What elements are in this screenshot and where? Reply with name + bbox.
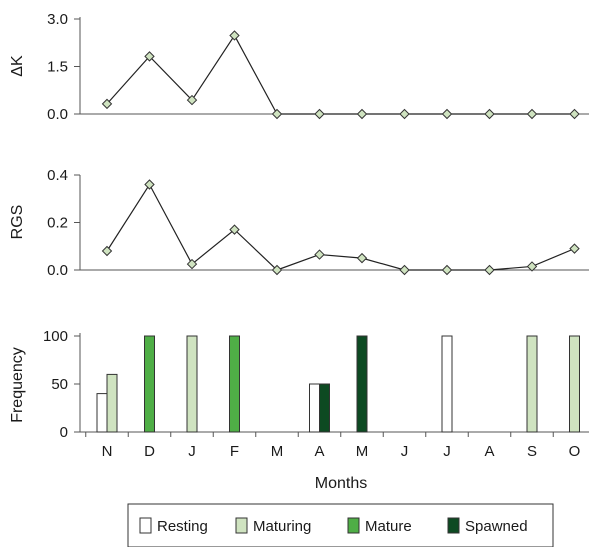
- delta-k-data-point: [441, 108, 453, 120]
- rgs-y-tick-label: 0.0: [47, 262, 68, 279]
- frequency-panel: Frequency 0 50 100 N D J F M A M J J A S O Months: [9, 328, 589, 492]
- legend-label-mature: Mature: [365, 518, 412, 535]
- delta-k-data-point: [101, 98, 113, 110]
- frequency-y-tick-label: 50: [51, 376, 68, 393]
- bar-spawned: [319, 383, 330, 433]
- delta-k-data-point: [569, 108, 580, 120]
- month-tick-label: J: [188, 443, 196, 460]
- bar-resting: [309, 383, 320, 433]
- month-tick-label: S: [527, 443, 537, 460]
- delta-k-data-point: [314, 108, 325, 120]
- month-tick-label: M: [356, 443, 369, 460]
- delta-k-data-point: [271, 108, 283, 120]
- rgs-data-point: [144, 179, 155, 190]
- delta-k-data-point: [144, 51, 155, 62]
- months-x-label: Months: [315, 475, 367, 492]
- legend: Resting Maturing Mature Spawned: [127, 503, 554, 547]
- bar-maturing: [106, 373, 118, 433]
- month-tick-label: A: [314, 443, 324, 460]
- delta-k-data-point: [186, 94, 198, 106]
- legend-label-resting: Resting: [157, 518, 208, 535]
- month-tick-label: N: [102, 443, 113, 460]
- delta-k-data-point: [484, 108, 495, 120]
- delta-k-data-point: [229, 30, 240, 41]
- rgs-data-point: [186, 258, 198, 270]
- bar-resting: [96, 393, 108, 433]
- delta-k-panel: ΔK 0.0 1.5 3.0: [9, 11, 589, 123]
- month-tick-label: O: [569, 443, 581, 460]
- delta-k-y-tick-label: 0.0: [47, 106, 68, 123]
- month-tick-label: J: [401, 443, 409, 460]
- month-tick-label: J: [443, 443, 451, 460]
- delta-k-series-line: [106, 34, 575, 115]
- delta-k-data-point: [399, 108, 410, 120]
- rgs-data-point: [526, 261, 538, 272]
- bar-resting: [441, 335, 453, 433]
- legend-box: [127, 503, 554, 547]
- rgs-y-tick-label: 0.2: [47, 215, 68, 232]
- legend-swatch-maturing: [235, 517, 248, 534]
- frequency-y-tick-label: 100: [43, 328, 68, 345]
- rgs-data-point: [314, 249, 325, 260]
- rgs-data-point: [569, 243, 580, 254]
- month-tick-label: M: [271, 443, 284, 460]
- rgs-data-point: [271, 264, 283, 276]
- legend-swatch-spawned: [447, 517, 460, 534]
- delta-k-data-point: [526, 108, 538, 120]
- bar-mature: [229, 335, 240, 433]
- rgs-data-point: [101, 245, 113, 257]
- delta-k-y-tick-label: 1.5: [47, 59, 68, 76]
- frequency-y-label: Frequency: [9, 347, 26, 423]
- delta-k-data-point: [356, 108, 368, 120]
- delta-k-y-tick-label: 3.0: [47, 11, 68, 28]
- legend-label-spawned: Spawned: [465, 518, 528, 535]
- rgs-y-label: RGS: [9, 205, 26, 240]
- bar-maturing: [186, 335, 198, 433]
- month-tick-label: F: [230, 443, 239, 460]
- bar-maturing: [569, 335, 580, 433]
- legend-swatch-mature: [347, 517, 360, 534]
- rgs-data-point: [484, 264, 495, 276]
- frequency-y-tick-label: 0: [60, 424, 68, 441]
- rgs-data-point: [441, 264, 453, 276]
- bar-maturing: [526, 335, 538, 433]
- legend-label-maturing: Maturing: [253, 518, 311, 535]
- rgs-data-point: [229, 224, 240, 235]
- month-tick-label: A: [484, 443, 494, 460]
- rgs-data-point: [399, 264, 410, 276]
- legend-swatch-resting: [139, 517, 152, 534]
- delta-k-y-label: ΔK: [9, 55, 26, 77]
- rgs-series-line: [106, 183, 575, 271]
- bar-spawned: [356, 335, 368, 433]
- month-tick-label: D: [144, 443, 155, 460]
- rgs-data-point: [356, 252, 368, 264]
- rgs-panel: RGS 0.0 0.2 0.4: [9, 167, 589, 279]
- rgs-y-tick-label: 0.4: [47, 167, 68, 184]
- bar-mature: [144, 335, 155, 433]
